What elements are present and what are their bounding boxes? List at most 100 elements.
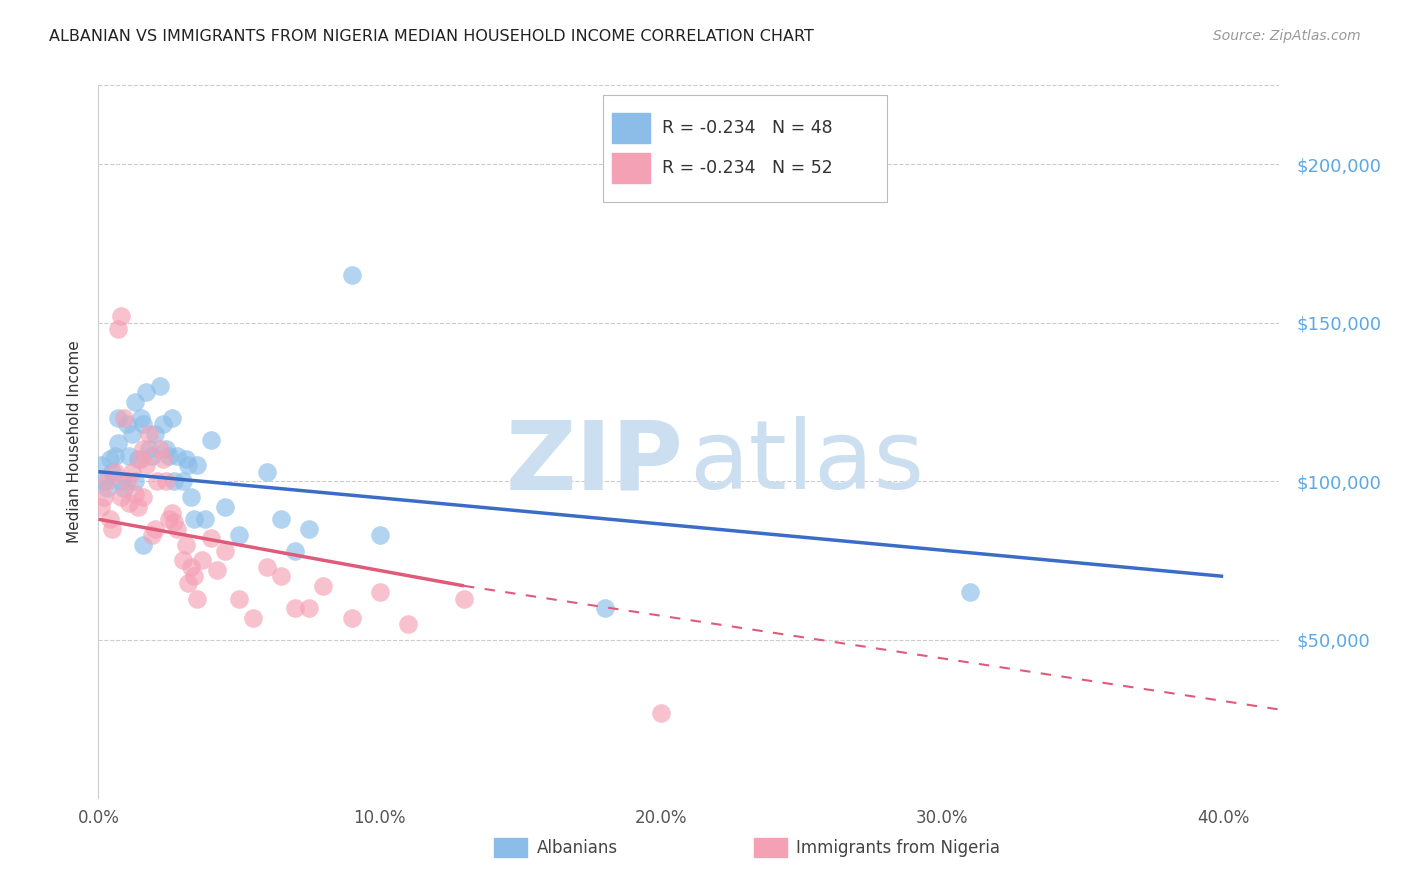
Point — [110, 310, 132, 324]
Point — [157, 512, 180, 526]
Point — [143, 426, 166, 441]
Point — [96, 481, 118, 495]
Point — [186, 458, 208, 473]
Point — [93, 490, 115, 504]
Point — [200, 531, 222, 545]
Point — [163, 516, 186, 530]
Point — [650, 706, 672, 720]
Point — [132, 490, 155, 504]
Bar — [494, 838, 527, 857]
Bar — [612, 153, 650, 183]
Point — [118, 496, 141, 510]
Point — [138, 426, 160, 441]
Point — [284, 601, 307, 615]
Text: atlas: atlas — [689, 417, 924, 509]
Point — [200, 433, 222, 447]
Point — [180, 490, 202, 504]
Point — [112, 481, 135, 495]
Point — [396, 616, 419, 631]
Text: ZIP: ZIP — [505, 417, 683, 509]
Point — [186, 591, 208, 606]
Point — [368, 585, 391, 599]
Point — [104, 465, 127, 479]
Point — [98, 452, 121, 467]
FancyBboxPatch shape — [603, 95, 887, 202]
Point — [115, 417, 138, 431]
Point — [368, 528, 391, 542]
Point — [149, 442, 172, 457]
Text: ALBANIAN VS IMMIGRANTS FROM NIGERIA MEDIAN HOUSEHOLD INCOME CORRELATION CHART: ALBANIAN VS IMMIGRANTS FROM NIGERIA MEDI… — [49, 29, 814, 44]
Point — [284, 544, 307, 558]
Point — [93, 474, 115, 488]
Point — [177, 458, 200, 473]
Point — [90, 458, 112, 473]
Point — [110, 490, 132, 504]
Point — [132, 417, 155, 431]
Point — [205, 563, 228, 577]
Point — [298, 522, 321, 536]
Point — [152, 417, 174, 431]
Point — [132, 442, 155, 457]
Text: Immigrants from Nigeria: Immigrants from Nigeria — [796, 838, 1001, 856]
Point — [112, 410, 135, 425]
Point — [135, 385, 157, 400]
Point — [270, 512, 292, 526]
Point — [242, 610, 264, 624]
Point — [152, 452, 174, 467]
Point — [177, 575, 200, 590]
Point — [104, 449, 127, 463]
Point — [228, 591, 250, 606]
Point — [90, 500, 112, 514]
Point — [155, 442, 177, 457]
Point — [340, 268, 363, 282]
Point — [174, 452, 197, 467]
Point — [146, 474, 169, 488]
Point — [118, 449, 141, 463]
Y-axis label: Median Household Income: Median Household Income — [67, 340, 83, 543]
Point — [298, 601, 321, 615]
Point — [127, 452, 149, 467]
Point — [180, 559, 202, 574]
Point — [157, 449, 180, 463]
Point — [166, 522, 188, 536]
Point — [124, 395, 146, 409]
Point — [101, 522, 124, 536]
Point — [160, 410, 183, 425]
Point — [593, 601, 616, 615]
Point — [129, 410, 152, 425]
Point — [132, 538, 155, 552]
Point — [138, 442, 160, 457]
Point — [115, 474, 138, 488]
Point — [124, 487, 146, 501]
Point — [172, 474, 194, 488]
Text: R = -0.234   N = 52: R = -0.234 N = 52 — [662, 159, 832, 177]
Point — [191, 553, 214, 567]
Point — [194, 512, 217, 526]
Bar — [612, 113, 650, 144]
Point — [110, 474, 132, 488]
Point — [124, 474, 146, 488]
Point — [270, 569, 292, 583]
Point — [107, 322, 129, 336]
Point — [174, 538, 197, 552]
Point — [172, 553, 194, 567]
Point — [453, 591, 475, 606]
Point — [121, 426, 143, 441]
Point — [183, 512, 205, 526]
Point — [160, 506, 183, 520]
Point — [96, 474, 118, 488]
Point — [340, 610, 363, 624]
Point — [155, 474, 177, 488]
Point — [107, 436, 129, 450]
Bar — [754, 838, 787, 857]
Point — [101, 465, 124, 479]
Point — [959, 585, 981, 599]
Point — [166, 449, 188, 463]
Point — [141, 528, 163, 542]
Point — [127, 500, 149, 514]
Point — [228, 528, 250, 542]
Point — [107, 410, 129, 425]
Point — [214, 500, 236, 514]
Point — [121, 465, 143, 479]
Point — [143, 522, 166, 536]
